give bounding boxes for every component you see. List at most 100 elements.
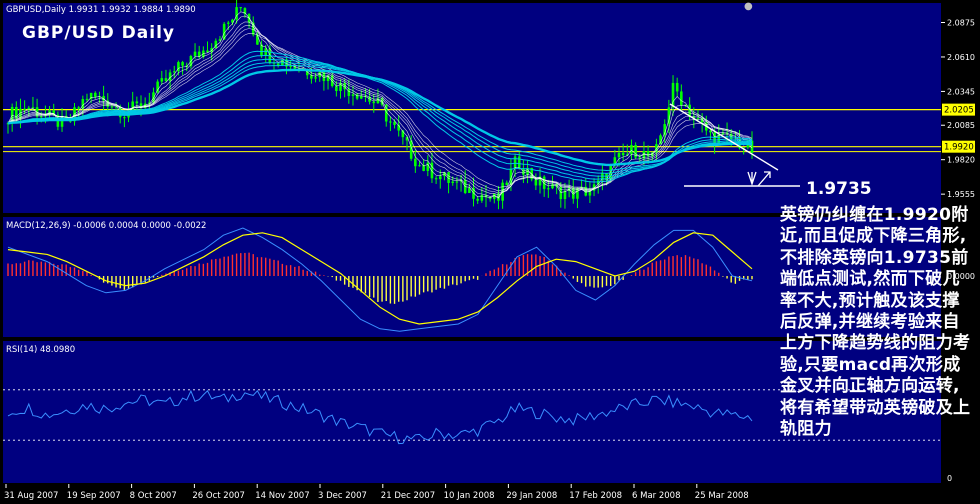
price-candle-body — [721, 132, 725, 135]
price-candle-body — [276, 63, 280, 66]
price-candle-body — [389, 121, 392, 123]
price-tick-label: 2.0610 — [947, 53, 975, 62]
price-candle-body — [214, 40, 218, 49]
price-candle-body — [343, 83, 346, 90]
macd-line — [7, 227, 753, 332]
price-candle-body — [226, 22, 230, 24]
price-candle-body — [172, 71, 176, 73]
price-candle-body — [547, 188, 550, 190]
price-candle-body — [617, 152, 621, 158]
price-candle-body — [197, 51, 201, 57]
price-candle-body — [434, 178, 438, 180]
price-candle-body — [621, 152, 625, 156]
price-candle-body — [243, 8, 247, 14]
price-candle-body — [231, 19, 234, 23]
price-header: GBPUSD,Daily 1.9931 1.9932 1.9884 1.9890 — [6, 5, 196, 15]
price-tick-label: 2.0345 — [947, 87, 975, 96]
price-candle-body — [538, 176, 542, 186]
price-candle-body — [509, 168, 513, 186]
price-candle-body — [576, 188, 579, 199]
macd-header: MACD(12,26,9) -0.0006 0.0004 0.0000 -0.0… — [6, 221, 206, 231]
price-candle-body — [438, 176, 442, 180]
price-candle-body — [488, 197, 492, 199]
price-candle-body — [114, 106, 118, 108]
price-candle-body — [542, 176, 546, 189]
price-candle-body — [264, 48, 267, 56]
price-candle-body — [260, 44, 263, 56]
price-candle-body — [123, 117, 126, 119]
price-candle-body — [110, 106, 114, 108]
price-candle-body — [380, 98, 384, 105]
price-candle-body — [322, 71, 326, 82]
date-axis-label: 6 Mar 2008 — [632, 491, 680, 501]
price-candle-body — [588, 190, 592, 196]
price-candle-body — [318, 71, 322, 78]
descending-trendline — [669, 103, 779, 171]
price-candle-body — [326, 75, 330, 82]
price-candle-body — [372, 101, 376, 104]
date-axis-label: 29 Jan 2008 — [506, 491, 557, 501]
price-candle-body — [447, 172, 450, 183]
price-candle-body — [551, 184, 554, 189]
price-candle-body — [426, 162, 430, 171]
price-candle-body — [671, 82, 675, 108]
price-candle-body — [131, 101, 134, 113]
price-candle-body — [401, 130, 405, 138]
price-candle-body — [513, 156, 517, 169]
price-candle-body — [455, 181, 459, 183]
price-candle-body — [39, 116, 43, 118]
level-price-box — [942, 140, 975, 153]
price-candle-body — [634, 144, 637, 158]
date-axis-label: 31 Aug 2007 — [4, 491, 58, 501]
price-candle-body — [310, 75, 313, 79]
price-candle-body — [218, 39, 222, 41]
price-candle-body — [19, 108, 22, 119]
price-candle-body — [351, 94, 355, 96]
ema-short-line — [7, 15, 753, 198]
price-candle-body — [60, 115, 64, 127]
price-candle-body — [409, 140, 413, 159]
price-candle-body — [638, 157, 642, 159]
macd-tick-label: 0.0000 — [947, 272, 975, 281]
price-candle-body — [89, 92, 93, 99]
price-candle-body — [239, 7, 243, 9]
price-candle-body — [193, 51, 197, 56]
price-candle-body — [23, 108, 26, 110]
price-candle-body — [696, 118, 700, 120]
price-candle-body — [667, 107, 671, 125]
price-tick-label: 1.9555 — [947, 190, 975, 199]
price-candle-body — [680, 91, 683, 106]
price-candle-body — [580, 186, 583, 189]
price-candle-body — [468, 187, 471, 193]
date-axis-label: 21 Dec 2007 — [381, 491, 435, 501]
price-candle-body — [376, 98, 380, 104]
price-candle-body — [675, 82, 679, 92]
price-candle-body — [160, 78, 164, 82]
price-candle-body — [335, 86, 338, 92]
price-candle-body — [534, 179, 538, 186]
date-axis-label: 14 Nov 2007 — [255, 491, 309, 501]
price-candle-body — [584, 186, 588, 196]
price-candle-body — [563, 190, 567, 200]
price-candle-body — [659, 135, 662, 145]
rsi-line — [7, 389, 753, 445]
price-candle-body — [451, 181, 455, 183]
chart-title: GBP/USD Daily — [22, 23, 175, 43]
price-candle-body — [289, 66, 292, 68]
close-dot-icon[interactable]: ● — [744, 1, 753, 12]
price-candle-body — [414, 158, 417, 167]
price-candle-body — [359, 95, 363, 99]
price-candle-body — [139, 103, 143, 108]
price-candle-body — [6, 123, 10, 125]
price-candle-body — [700, 118, 704, 123]
date-axis-label: 26 Oct 2007 — [192, 491, 245, 501]
analysis-commentary: 英镑仍纠缠在1.9920附近,而且促成下降三角形,不排除英镑向1.9735前端低… — [780, 205, 971, 440]
price-candle-body — [339, 83, 342, 92]
price-candle-body — [81, 99, 85, 109]
price-candle-body — [251, 22, 255, 35]
up-arrow-icon — [757, 171, 771, 187]
date-axis-label: 8 Oct 2007 — [130, 491, 177, 501]
price-candle-body — [222, 23, 226, 40]
